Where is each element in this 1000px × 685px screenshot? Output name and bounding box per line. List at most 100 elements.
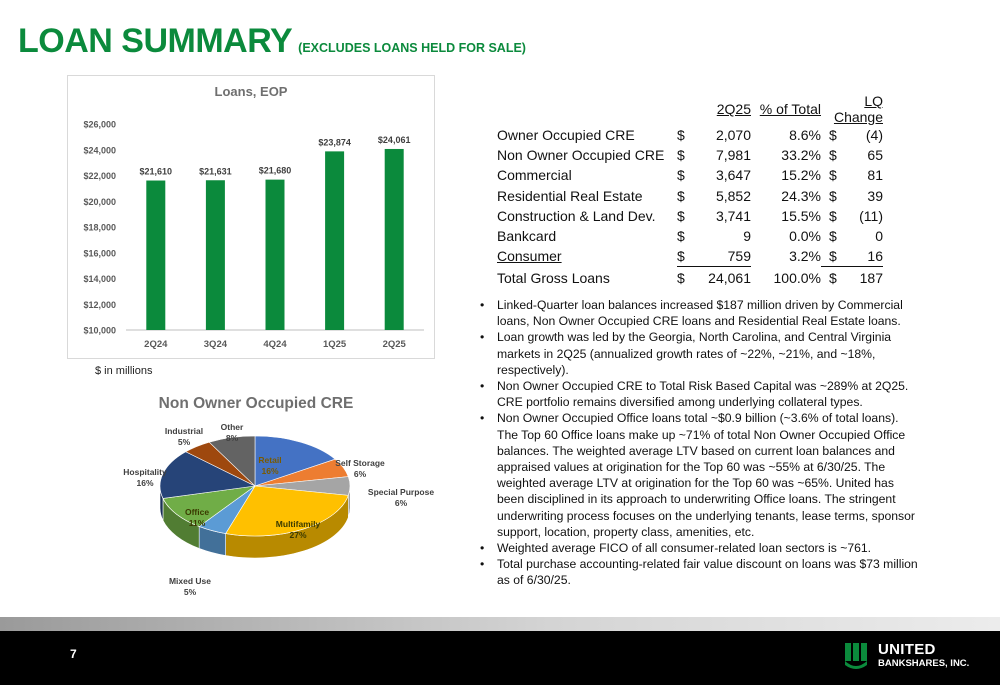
bar <box>325 151 345 330</box>
header-lq-change: LQ Change <box>833 93 883 125</box>
cell-d2: $ <box>821 246 839 267</box>
cell-d1: $ <box>677 147 685 164</box>
title-main: LOAN SUMMARY <box>18 22 293 60</box>
bar-chart-svg: $10,000 $12,000 $14,000 $16,000 $18,000 $20,0… <box>83 120 424 350</box>
pie-label-value: 6% <box>395 498 408 508</box>
cell-d2: $ <box>829 167 837 184</box>
y-tick-label: $16,000 <box>83 248 116 258</box>
table-row: Construction & Land Dev. $3,741 15.5% $ (11) <box>497 206 883 226</box>
united-logo-icon <box>845 643 867 669</box>
y-tick-label: $14,000 <box>83 274 116 284</box>
cell-pct: 24.3% <box>781 187 821 204</box>
x-tick-label: 1Q25 <box>323 339 347 350</box>
pie-label-name: Industrial <box>165 426 203 436</box>
cell-category: Commercial <box>497 167 572 184</box>
cell-pct: 15.5% <box>781 207 821 224</box>
page-number: 7 <box>70 647 77 661</box>
y-tick-label: $18,000 <box>83 223 116 233</box>
logo-line1: UNITED <box>878 641 936 658</box>
pie-slice <box>208 435 256 487</box>
cell-change: 16 <box>839 246 883 267</box>
commentary-bullets: Linked-Quarter loan balances increased $… <box>480 297 920 589</box>
cell-category: Construction & Land Dev. <box>497 207 656 224</box>
cell-change: 0 <box>875 228 883 245</box>
cell-amount: 3,741 <box>715 207 751 224</box>
x-tick-label: 3Q24 <box>204 339 228 350</box>
bullet-item: Non Owner Occupied CRE to Total Risk Bas… <box>480 378 920 410</box>
cell-amount: 2,070 <box>715 127 751 144</box>
bullet-item: Weighted average FICO of all consumer-re… <box>480 540 920 556</box>
cell-category: Total Gross Loans <box>497 269 610 286</box>
footer-accent-bar <box>0 617 1000 631</box>
bar <box>205 180 225 330</box>
cell-amount: 3,647 <box>715 167 751 184</box>
cell-d2: $ <box>829 147 837 164</box>
x-tick-label: 4Q24 <box>263 339 287 350</box>
y-tick-label: $26,000 <box>83 120 116 130</box>
y-tick-label: $20,000 <box>83 197 116 207</box>
cell-d1: $ <box>677 187 685 204</box>
bullet-item: Non Owner Occupied Office loans total ~$… <box>480 410 920 540</box>
y-tick-label: $22,000 <box>83 171 116 181</box>
bullet-item: Loan growth was led by the Georgia, Nort… <box>480 329 920 378</box>
cell-d1: $ <box>677 207 685 224</box>
cell-d2: $ <box>829 207 837 224</box>
cell-pct: 0.0% <box>789 228 821 245</box>
cell-change: 187 <box>859 270 883 287</box>
cell-d1: $ <box>677 246 695 267</box>
pie-slice <box>254 435 336 487</box>
cell-category: Bankcard <box>497 228 557 245</box>
bar <box>146 180 166 330</box>
cell-category: Consumer <box>497 248 562 265</box>
title-subtitle: (EXCLUDES LOANS HELD FOR SALE) <box>298 41 526 55</box>
x-tick-label: 2Q25 <box>383 339 407 350</box>
pie-slice <box>162 485 256 527</box>
cell-amount: 5,852 <box>715 187 751 204</box>
y-tick-label: $12,000 <box>83 300 116 310</box>
cell-pct: 8.6% <box>789 127 821 144</box>
pie-label-name: Other <box>221 422 244 432</box>
page-title: LOAN SUMMARY (EXCLUDES LOANS HELD FOR SAL… <box>18 22 526 61</box>
table-header-row: 2Q25 % of Total LQ Change <box>497 93 883 125</box>
pie-slice <box>159 451 257 499</box>
bar-data-label: $21,680 <box>259 166 292 176</box>
header-pct-total: % of Total <box>759 101 821 117</box>
pie-label-value: 27% <box>289 530 306 540</box>
pie-label-value: 5% <box>184 587 197 597</box>
pie-label-value: 16% <box>261 466 278 476</box>
logo-wordmark: UNITED BANKSHARES, INC. <box>878 642 969 670</box>
cell-change: (11) <box>859 207 883 224</box>
cell-amount: 9 <box>743 228 751 245</box>
cell-change: 81 <box>867 167 883 184</box>
cell-d1: $ <box>677 270 685 287</box>
cell-category: Owner Occupied CRE <box>497 127 635 144</box>
pie-label-name: Mixed Use <box>169 576 211 586</box>
y-tick-label: $24,000 <box>83 145 116 155</box>
bar <box>384 148 404 330</box>
cell-d2: $ <box>829 127 837 144</box>
y-tick-label: $10,000 <box>83 326 116 336</box>
table-row: Bankcard $9 0.0% $0 <box>497 226 883 246</box>
header-2q25: 2Q25 <box>716 101 751 117</box>
cell-pct: 100.0% <box>773 269 821 286</box>
cell-amount: 7,981 <box>715 147 751 164</box>
bar-chart-title: Loans, EOP <box>214 84 288 99</box>
pie-label-name: Special Purpose <box>368 487 434 497</box>
bar <box>265 179 285 330</box>
pie-slice <box>225 485 349 537</box>
table-row: Consumer $759 3.2% $16 <box>497 246 883 267</box>
cell-category: Non Owner Occupied CRE <box>497 147 665 164</box>
bar-data-label: $21,631 <box>199 166 232 176</box>
cell-change: 39 <box>867 187 883 204</box>
cell-pct: 3.2% <box>789 248 821 265</box>
cell-d2: $ <box>829 187 837 204</box>
cell-amount: 759 <box>695 246 751 267</box>
cell-change: 65 <box>867 147 883 164</box>
pie-label-name: Multifamily <box>276 519 321 529</box>
footer: 7 UNITED BANKSHARES, INC. <box>0 631 1000 685</box>
cell-d2: $ <box>829 228 837 245</box>
bar-data-label: $24,061 <box>378 135 411 145</box>
cell-pct: 33.2% <box>781 147 821 164</box>
pie-label-value: 8% <box>226 433 239 443</box>
